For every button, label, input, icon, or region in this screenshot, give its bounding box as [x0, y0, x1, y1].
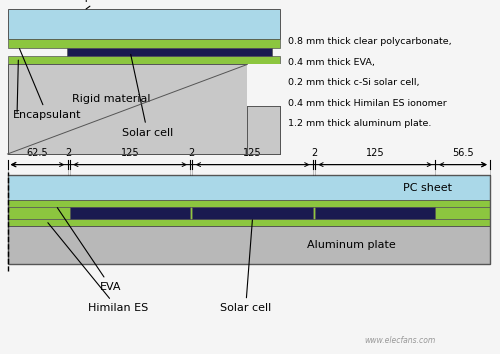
- Bar: [70, 207, 190, 219]
- Bar: [68, 48, 272, 56]
- Text: Aluminum plate: Aluminum plate: [306, 240, 396, 250]
- Text: 0.4 mm thick Himilan ES ionomer: 0.4 mm thick Himilan ES ionomer: [288, 99, 446, 108]
- Text: PC sheet: PC sheet: [403, 183, 452, 193]
- Bar: [8, 56, 280, 64]
- Text: www.elecfans.com: www.elecfans.com: [364, 336, 436, 345]
- Text: 0.8 mm thick clear polycarbonate,: 0.8 mm thick clear polycarbonate,: [288, 37, 451, 46]
- Bar: [8, 200, 490, 207]
- Bar: [248, 64, 285, 105]
- Text: Himilan ES: Himilan ES: [48, 223, 148, 313]
- Text: 2: 2: [311, 148, 317, 158]
- Text: 56.5: 56.5: [452, 148, 473, 158]
- Text: 125: 125: [244, 148, 262, 158]
- Text: 125: 125: [120, 148, 140, 158]
- Bar: [8, 175, 490, 200]
- Bar: [8, 39, 280, 48]
- Bar: [8, 207, 490, 219]
- Text: Rigid material: Rigid material: [72, 93, 150, 104]
- Text: 1.2 mm thick aluminum plate.: 1.2 mm thick aluminum plate.: [288, 119, 431, 128]
- Text: Encapsulant: Encapsulant: [13, 48, 82, 120]
- Text: 0.4 mm thick EVA,: 0.4 mm thick EVA,: [288, 58, 374, 67]
- Text: 62.5: 62.5: [27, 148, 48, 158]
- Bar: [192, 207, 313, 219]
- Bar: [8, 64, 280, 154]
- Text: Solar cell: Solar cell: [122, 55, 173, 138]
- Bar: [315, 207, 436, 219]
- Bar: [8, 175, 490, 264]
- Text: 2: 2: [188, 148, 194, 158]
- Text: Solar cell: Solar cell: [220, 220, 271, 313]
- Text: 0.2 mm thick c-Si solar cell,: 0.2 mm thick c-Si solar cell,: [288, 78, 419, 87]
- Bar: [8, 9, 280, 39]
- Bar: [8, 226, 490, 264]
- Text: 125: 125: [366, 148, 384, 158]
- Bar: [8, 219, 490, 226]
- Text: EVA: EVA: [58, 208, 122, 292]
- Text: 2: 2: [66, 148, 72, 158]
- Text: Clear plastic sheet: Clear plastic sheet: [54, 0, 152, 9]
